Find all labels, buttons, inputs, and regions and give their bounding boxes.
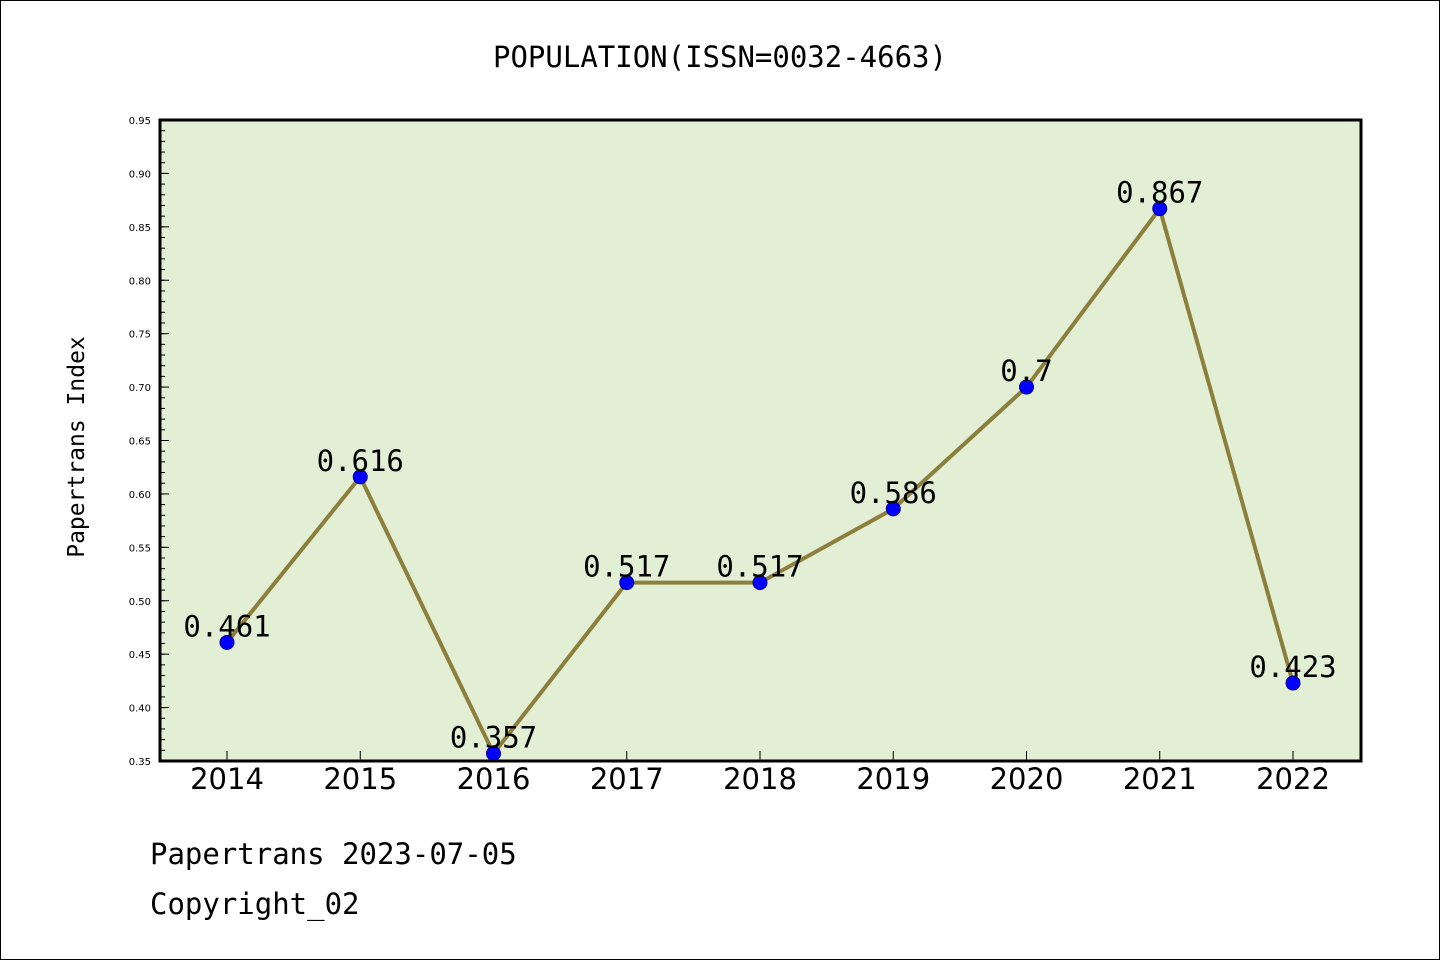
y-tick-label: 0.85 [129,223,151,234]
y-major-ticks: 0.35 0.40 0.45 0.50 0.55 0.60 0.65 0.70 0.75 0.80… [129,116,169,768]
data-label: 0.616 [317,444,404,478]
data-label: 0.7 [1000,354,1052,388]
y-axis-label: Papertrans Index [64,336,90,558]
footer-copyright: Copyright_02 [150,887,360,922]
y-tick-label: 0.95 [129,116,151,127]
y-tick-label: 0.45 [129,650,151,661]
y-tick-label: 0.70 [129,383,151,394]
x-tick-label: 2020 [990,762,1064,796]
data-label: 0.357 [450,721,537,755]
y-tick-label: 0.35 [129,757,151,768]
plot-area [160,120,1361,761]
y-tick-label: 0.80 [129,276,151,287]
data-label: 0.867 [1116,176,1203,210]
data-labels: 0.461 0.616 0.357 0.517 0.517 0.586 0.7 0.867 0.… [183,176,1336,755]
data-label: 0.461 [183,609,270,643]
y-tick-label: 0.90 [129,169,151,180]
x-tick-label: 2014 [190,762,264,796]
data-point [885,501,901,517]
data-point [752,575,768,591]
data-label: 0.423 [1249,650,1336,684]
y-tick-label: 0.65 [129,437,151,448]
plot-border [158,118,1363,763]
data-label: 0.586 [850,476,937,510]
y-tick-label: 0.50 [129,597,151,608]
x-tick-label: 2018 [723,762,797,796]
x-tick-label: 2022 [1256,762,1330,796]
data-point [352,469,368,485]
y-tick-label: 0.75 [129,330,151,341]
footer-source: Papertrans 2023-07-05 [150,837,517,871]
data-label: 0.517 [583,550,670,584]
data-point [1285,675,1301,691]
y-tick-label: 0.55 [129,543,151,554]
x-tick-label: 2015 [323,762,397,796]
x-tick-label: 2019 [856,762,930,796]
x-tick-label: 2016 [457,762,531,796]
data-point [619,575,635,591]
y-tick-label: 0.60 [129,490,151,501]
x-tick-label: 2021 [1123,762,1197,796]
data-point [1019,379,1034,395]
x-tick-label: 2017 [590,762,664,796]
data-label: 0.517 [716,550,803,584]
y-tick-label: 0.40 [129,704,151,715]
data-markers [219,201,1301,762]
chart-title: POPULATION(ISSN=0032-4663) [493,40,947,74]
data-point [1152,201,1168,217]
x-ticks: 2014 2015 2016 2017 2018 2019 2020 2021 2022 [190,751,1330,796]
data-point [219,634,235,650]
